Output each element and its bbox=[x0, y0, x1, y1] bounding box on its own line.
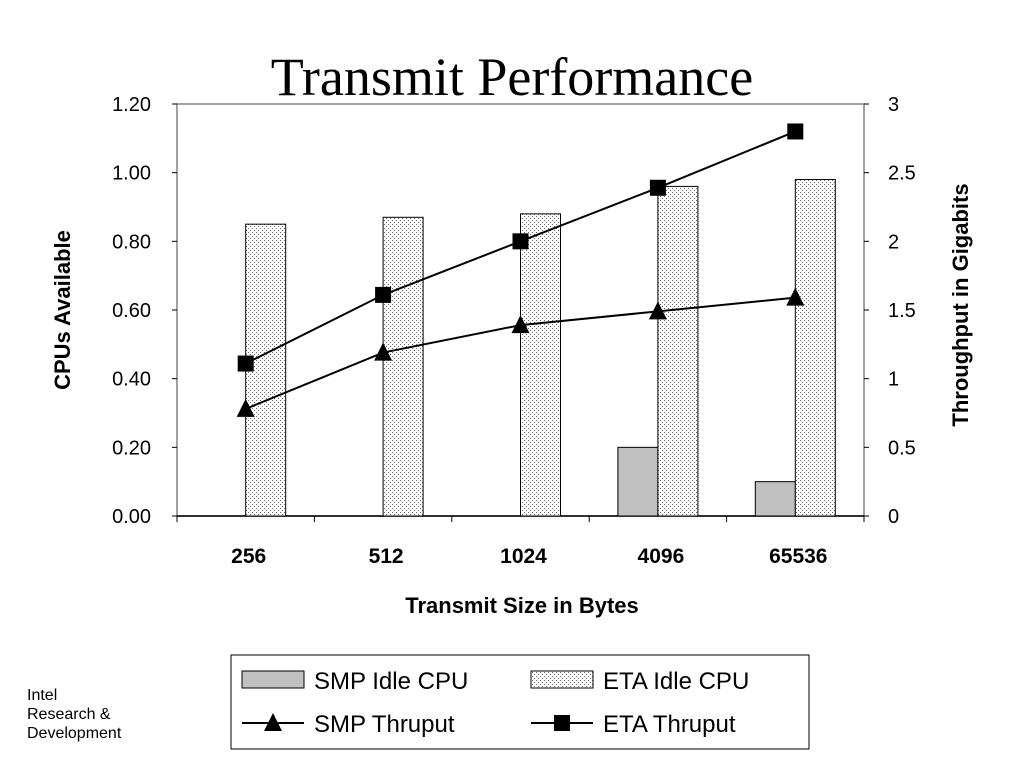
legend-marker-smp-thruput bbox=[264, 713, 282, 731]
footer-line: Development bbox=[27, 725, 122, 742]
x-category-label: 256 bbox=[231, 545, 266, 568]
point-smp-thruput bbox=[236, 398, 255, 417]
point-smp-thruput bbox=[648, 301, 667, 320]
bar-eta-idle-cpu bbox=[520, 213, 561, 517]
x-axis-categories: 256 512 1024 4096 65536 bbox=[231, 545, 827, 568]
x-category-label: 1024 bbox=[500, 545, 547, 568]
y-right-tick-label: 0.5 bbox=[888, 437, 916, 459]
chart-title: Transmit Performance bbox=[271, 47, 753, 107]
bar-eta-idle-cpu bbox=[382, 216, 424, 517]
legend-label-eta-thruput: ETA Thruput bbox=[603, 711, 736, 738]
point-eta-thruput bbox=[649, 179, 666, 196]
bar-eta-idle-cpu bbox=[794, 179, 836, 517]
footer-organization: Intel Research & Development bbox=[27, 686, 121, 743]
y-right-tick-label: 0 bbox=[888, 506, 899, 528]
point-smp-thruput bbox=[511, 315, 530, 334]
x-category-label: 512 bbox=[369, 545, 404, 568]
point-eta-thruput bbox=[375, 286, 392, 303]
y-left-tick-label: 1.00 bbox=[112, 163, 151, 185]
bar-smp-idle-cpu bbox=[754, 481, 796, 517]
point-smp-thruput bbox=[374, 342, 393, 361]
y-axis-right-title: Throughput in Gigabits bbox=[948, 183, 973, 426]
x-category-label: 4096 bbox=[638, 545, 685, 568]
y-axis-right-ticks: 0 0.5 1 1.5 2 2.5 3 bbox=[864, 94, 916, 528]
y-left-tick-label: 0.60 bbox=[112, 300, 151, 322]
y-left-tick-label: 0.20 bbox=[112, 437, 151, 459]
legend-marker-eta-thruput bbox=[554, 715, 570, 731]
lines bbox=[236, 123, 805, 417]
y-left-tick-label: 0.80 bbox=[112, 231, 151, 253]
y-right-tick-label: 3 bbox=[888, 94, 899, 116]
point-eta-thruput bbox=[237, 355, 254, 372]
legend: SMP Idle CPU ETA Idle CPU SMP Thruput ETA T… bbox=[230, 654, 810, 750]
footer-line: Intel bbox=[27, 687, 58, 704]
footer-line: Research & bbox=[27, 706, 111, 723]
legend-label-eta-idle-cpu: ETA Idle CPU bbox=[603, 668, 749, 695]
legend-swatch-eta-idle-cpu bbox=[530, 670, 594, 689]
point-smp-thruput bbox=[786, 287, 805, 306]
x-axis-title: Transmit Size in Bytes bbox=[405, 593, 639, 618]
legend-label-smp-idle-cpu: SMP Idle CPU bbox=[314, 668, 468, 695]
point-eta-thruput bbox=[787, 123, 804, 140]
bar-smp-idle-cpu bbox=[617, 446, 659, 517]
y-right-tick-label: 1 bbox=[888, 369, 899, 391]
y-right-tick-label: 2.5 bbox=[888, 163, 916, 185]
y-right-tick-label: 2 bbox=[888, 231, 899, 253]
y-left-tick-label: 0.40 bbox=[112, 369, 151, 391]
y-left-tick-label: 1.20 bbox=[112, 94, 151, 116]
bar-eta-idle-cpu bbox=[657, 185, 699, 517]
legend-swatch-smp-idle-cpu bbox=[241, 670, 305, 689]
legend-box bbox=[230, 654, 810, 750]
x-category-label: 65536 bbox=[769, 545, 827, 568]
point-eta-thruput bbox=[512, 233, 529, 250]
legend-label-smp-thruput: SMP Thruput bbox=[314, 711, 455, 738]
y-axis-left-ticks: 0.00 0.20 0.40 0.60 0.80 1.00 1.20 bbox=[112, 94, 177, 528]
y-right-tick-label: 1.5 bbox=[888, 300, 916, 322]
y-axis-left-title: CPUs Available bbox=[50, 230, 75, 390]
y-left-tick-label: 0.00 bbox=[112, 506, 151, 528]
bars bbox=[245, 179, 836, 517]
